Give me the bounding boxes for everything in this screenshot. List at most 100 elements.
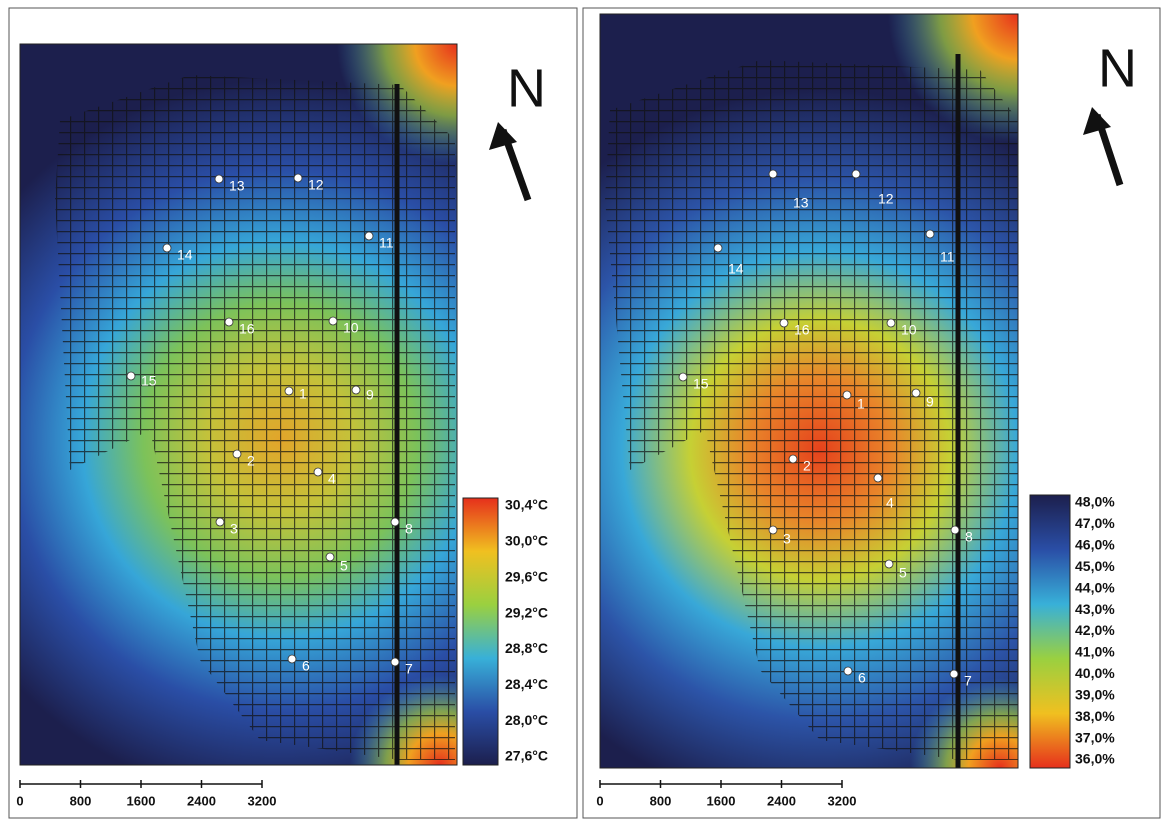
measure-point — [232, 449, 242, 459]
point-label: 8 — [405, 521, 413, 537]
legend-label: 29,2°C — [505, 604, 548, 620]
measure-point — [713, 243, 723, 253]
measure-point — [287, 654, 297, 664]
scale-label: 0 — [596, 793, 603, 808]
measure-point — [884, 559, 894, 569]
map — [600, 14, 1018, 768]
scale-label: 2400 — [187, 793, 216, 808]
measure-point — [284, 386, 294, 396]
point-label: 3 — [783, 531, 791, 547]
point-label: 14 — [177, 247, 193, 263]
measure-point — [215, 517, 225, 527]
point-label: 13 — [229, 178, 245, 194]
measure-point — [911, 388, 921, 398]
north-label: N — [1098, 38, 1137, 98]
point-label: 2 — [247, 453, 255, 469]
measure-point — [313, 467, 323, 477]
measure-point — [325, 552, 335, 562]
panel-frame — [8, 7, 578, 819]
point-label: 11 — [940, 249, 955, 265]
scale-label: 3200 — [248, 793, 277, 808]
scale-label: 1600 — [707, 793, 736, 808]
point-label: 10 — [901, 322, 917, 338]
measure-point — [328, 316, 338, 326]
measure-point — [351, 385, 361, 395]
legend-label: 38,0% — [1075, 708, 1115, 724]
legend-label: 30,4°C — [505, 497, 548, 513]
measure-point — [949, 669, 959, 679]
measure-point — [843, 666, 853, 676]
panel-frame — [582, 7, 1161, 819]
measure-point — [390, 657, 400, 667]
measure-point — [162, 243, 172, 253]
point-label: 8 — [965, 529, 973, 545]
scale-label: 2400 — [767, 793, 796, 808]
scale-label: 0 — [16, 793, 23, 808]
point-label: 1 — [857, 396, 865, 412]
point-label: 16 — [794, 322, 810, 338]
map — [20, 44, 457, 765]
point-label: 5 — [340, 558, 348, 574]
measure-point — [925, 229, 935, 239]
point-label: 16 — [239, 321, 255, 337]
point-label: 12 — [878, 191, 894, 207]
legend-label: 46,0% — [1075, 537, 1115, 553]
measure-point — [788, 454, 798, 464]
legend-label: 36,0% — [1075, 751, 1115, 767]
point-label: 4 — [328, 471, 336, 487]
map-frame — [19, 43, 458, 766]
legend-label: 47,0% — [1075, 515, 1115, 531]
point-label: 9 — [926, 394, 934, 410]
scale-label: 800 — [650, 793, 672, 808]
legend-label: 42,0% — [1075, 622, 1115, 638]
measure-point — [779, 318, 789, 328]
north-label: N — [507, 58, 546, 118]
point-label: 6 — [858, 670, 866, 686]
legend-bar — [462, 497, 499, 766]
legend-bar — [1029, 494, 1071, 769]
measure-point — [842, 390, 852, 400]
measure-point — [293, 173, 303, 183]
point-label: 13 — [793, 195, 809, 211]
legend-label: 48,0% — [1075, 494, 1115, 510]
measure-point — [214, 174, 224, 184]
point-label: 4 — [886, 495, 894, 511]
point-label: 15 — [693, 376, 709, 392]
point-label: 9 — [366, 387, 374, 403]
street-grid — [55, 75, 455, 760]
measure-point — [851, 169, 861, 179]
legend-label: 29,6°C — [505, 568, 548, 584]
legend-label: 41,0% — [1075, 644, 1115, 660]
point-label: 12 — [308, 177, 324, 193]
legend-label: 27,6°C — [505, 748, 548, 764]
measure-point — [768, 169, 778, 179]
legend-label: 45,0% — [1075, 558, 1115, 574]
legend-label: 37,0% — [1075, 729, 1115, 745]
north-arrow-head — [489, 122, 517, 150]
point-label: 2 — [803, 458, 811, 474]
measure-point — [678, 372, 688, 382]
measure-point — [364, 231, 374, 241]
scale-label: 800 — [70, 793, 92, 808]
point-label: 10 — [343, 320, 359, 336]
point-label: 7 — [405, 661, 413, 677]
measure-point — [886, 318, 896, 328]
point-label: 6 — [302, 658, 310, 674]
map-frame — [599, 13, 1019, 769]
point-label: 1 — [299, 386, 307, 402]
measure-point — [768, 525, 778, 535]
point-label: 7 — [964, 673, 972, 689]
scale-label: 3200 — [828, 793, 857, 808]
measure-point — [390, 517, 400, 527]
point-label: 3 — [230, 521, 238, 537]
measure-point — [950, 525, 960, 535]
legend-label: 44,0% — [1075, 579, 1115, 595]
legend-label: 28,4°C — [505, 676, 548, 692]
legend-label: 30,0°C — [505, 533, 548, 549]
north-arrow-head — [1083, 107, 1111, 135]
scale-label: 1600 — [127, 793, 156, 808]
legend-label: 40,0% — [1075, 665, 1115, 681]
legend-label: 28,8°C — [505, 640, 548, 656]
point-label: 11 — [379, 235, 394, 251]
